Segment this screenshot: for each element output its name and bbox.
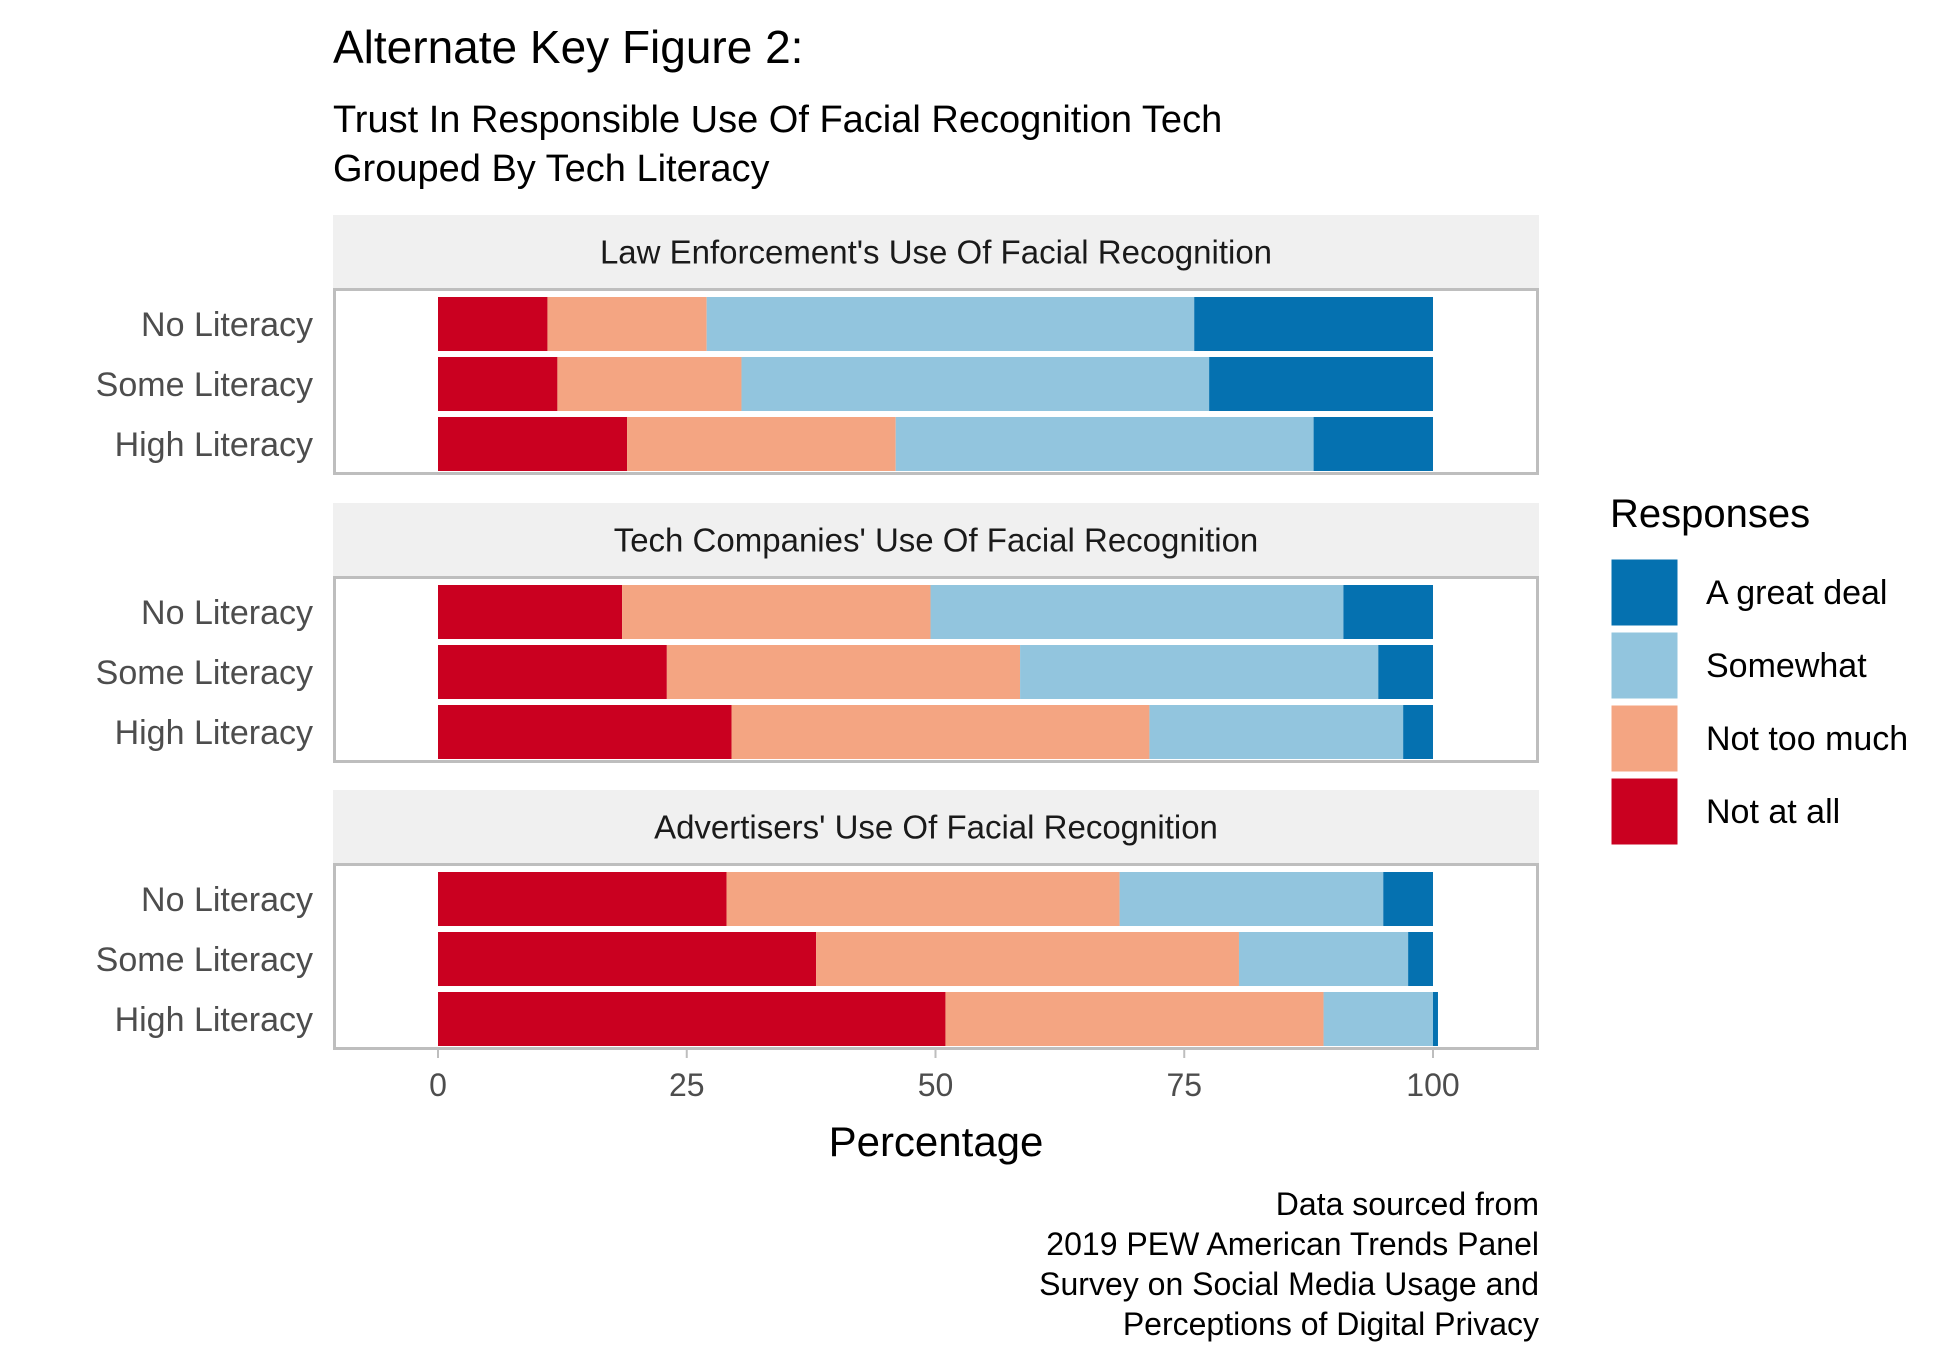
bar-a-great-deal-high-literacy — [1403, 705, 1433, 759]
bar-somewhat-some-literacy — [1020, 645, 1379, 699]
y-tick-label: Some Literacy — [96, 654, 313, 692]
chart-subtitle-line-1: Trust In Responsible Use Of Facial Recog… — [333, 99, 1222, 141]
legend-swatch-somewhat — [1608, 629, 1681, 702]
caption-line: Data sourced from — [1276, 1186, 1539, 1222]
bar-a-great-deal-high-literacy — [1313, 417, 1433, 471]
y-tick-label: No Literacy — [141, 594, 313, 632]
bar-a-great-deal-some-literacy — [1378, 645, 1433, 699]
caption-line: Perceptions of Digital Privacy — [1123, 1306, 1539, 1342]
panel-title: Advertisers' Use Of Facial Recognition — [654, 809, 1218, 846]
caption-line: Survey on Social Media Usage and — [1039, 1266, 1539, 1302]
x-tick-label: 0 — [429, 1067, 447, 1103]
caption-line: 2019 PEW American Trends Panel — [1046, 1226, 1539, 1262]
bar-not-at-all-high-literacy — [438, 705, 732, 759]
y-tick-label: High Literacy — [115, 1001, 313, 1039]
x-tick-label: 100 — [1406, 1067, 1459, 1103]
panel-strip — [333, 790, 1539, 863]
y-tick-label: No Literacy — [141, 881, 313, 919]
bar-a-great-deal-no-literacy — [1343, 585, 1433, 639]
chart-subtitle-line-2: Grouped By Tech Literacy — [333, 148, 770, 190]
bar-not-at-all-no-literacy — [438, 585, 623, 639]
caption: Data sourced from 2019 PEW American Trend… — [1039, 1186, 1539, 1342]
y-tick-label: No Literacy — [141, 306, 313, 344]
bar-somewhat-high-literacy — [1149, 705, 1404, 759]
bar-somewhat-high-literacy — [895, 417, 1314, 471]
y-tick-label: High Literacy — [115, 714, 313, 752]
panel-2: Tech Companies' Use Of Facial Recognitio… — [96, 503, 1539, 763]
legend-label-not-too-much: Not too much — [1706, 720, 1908, 758]
legend: Responses A great deal Somewhat Not too muc… — [1608, 492, 1908, 848]
y-tick-label: High Literacy — [115, 426, 313, 464]
bar-not-at-all-some-literacy — [438, 645, 667, 699]
x-tick-label: 50 — [918, 1067, 954, 1103]
bar-not-at-all-no-literacy — [438, 872, 727, 926]
x-axis: 0 25 50 75 100 — [429, 1050, 1460, 1103]
legend-swatch-not-at-all — [1608, 775, 1681, 848]
bar-somewhat-some-literacy — [741, 357, 1210, 411]
bar-not-too-much-some-literacy — [666, 645, 1021, 699]
bar-not-too-much-high-literacy — [627, 417, 896, 471]
bar-not-at-all-high-literacy — [438, 992, 946, 1046]
bar-not-too-much-high-literacy — [731, 705, 1150, 759]
bar-somewhat-some-literacy — [1238, 932, 1409, 986]
chart-title: Alternate Key Figure 2: — [333, 21, 803, 73]
bar-not-too-much-some-literacy — [816, 932, 1239, 986]
bar-not-at-all-high-literacy — [438, 417, 628, 471]
facet-panels: Law Enforcement's Use Of Facial Recognit… — [96, 215, 1539, 1050]
bar-a-great-deal-no-literacy — [1194, 297, 1433, 351]
bar-a-great-deal-high-literacy — [1433, 992, 1438, 1046]
y-tick-label: Some Literacy — [96, 941, 313, 979]
bar-not-at-all-some-literacy — [438, 357, 558, 411]
bar-a-great-deal-some-literacy — [1408, 932, 1433, 986]
bar-a-great-deal-no-literacy — [1383, 872, 1433, 926]
legend-title: Responses — [1610, 492, 1810, 536]
y-tick-label: Some Literacy — [96, 366, 313, 404]
legend-label-a-great-deal: A great deal — [1706, 574, 1887, 612]
panel-strip — [333, 503, 1539, 576]
bar-somewhat-high-literacy — [1323, 992, 1433, 1046]
bar-somewhat-no-literacy — [706, 297, 1195, 351]
x-tick-label: 75 — [1166, 1067, 1202, 1103]
legend-swatch-not-too-much — [1608, 702, 1681, 775]
legend-label-somewhat: Somewhat — [1706, 647, 1867, 685]
x-tick-label: 25 — [669, 1067, 705, 1103]
bar-a-great-deal-some-literacy — [1209, 357, 1433, 411]
panel-title: Law Enforcement's Use Of Facial Recognit… — [600, 234, 1272, 271]
panel-strip — [333, 215, 1539, 288]
legend-label-not-at-all: Not at all — [1706, 793, 1840, 831]
bar-not-too-much-no-literacy — [622, 585, 931, 639]
bar-not-at-all-some-literacy — [438, 932, 817, 986]
bar-not-at-all-no-literacy — [438, 297, 548, 351]
bar-not-too-much-no-literacy — [547, 297, 707, 351]
bar-somewhat-no-literacy — [930, 585, 1344, 639]
x-axis-title: Percentage — [829, 1118, 1044, 1165]
bar-not-too-much-no-literacy — [726, 872, 1120, 926]
legend-swatch-a-great-deal — [1608, 556, 1681, 629]
bar-somewhat-no-literacy — [1119, 872, 1384, 926]
panel-title: Tech Companies' Use Of Facial Recognitio… — [614, 522, 1259, 559]
bar-not-too-much-high-literacy — [945, 992, 1324, 1046]
panel-3: Advertisers' Use Of Facial Recognition No… — [96, 790, 1539, 1050]
panel-1: Law Enforcement's Use Of Facial Recognit… — [96, 215, 1539, 475]
bar-not-too-much-some-literacy — [557, 357, 742, 411]
